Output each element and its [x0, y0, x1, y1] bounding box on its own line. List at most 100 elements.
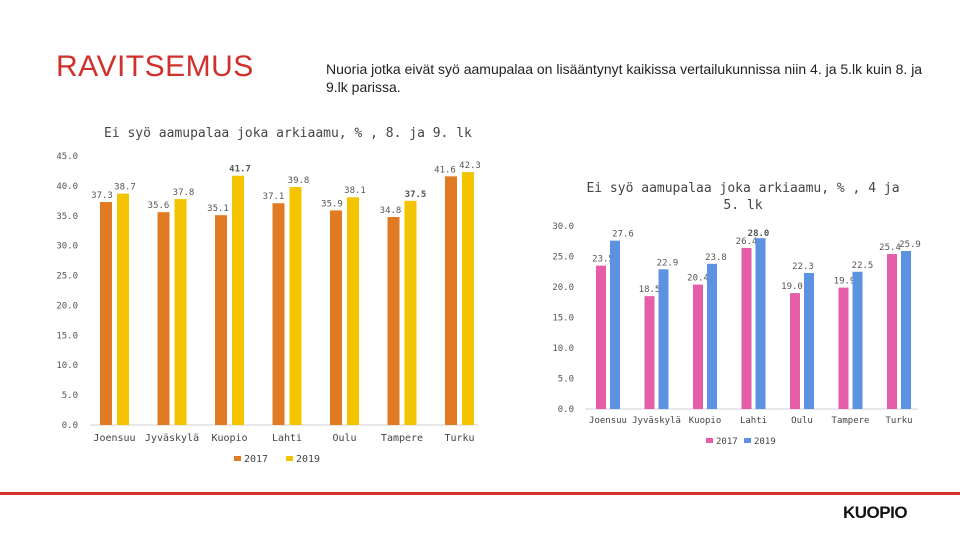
- chart1-data-label: 38.1: [344, 186, 366, 196]
- chart1-category-label: Oulu: [332, 433, 356, 444]
- chart2-bar-2017: [596, 265, 606, 409]
- chart2-data-label: 20.4: [687, 274, 709, 284]
- chart2-ytick-label: 20.0: [552, 283, 574, 293]
- chart2-bar-2017: [644, 296, 655, 409]
- chart2-bar-2017: [887, 254, 897, 409]
- chart1-ytick-label: 5.0: [62, 391, 78, 401]
- chart1-data-label: 37.8: [173, 188, 195, 198]
- chart2-category-label: Joensuu: [589, 416, 627, 426]
- chart1-data-label: 38.7: [114, 183, 136, 193]
- chart2-ytick-label: 25.0: [552, 253, 574, 263]
- chart2-bar-2019: [610, 240, 620, 409]
- chart2-bar-2017: [741, 247, 752, 409]
- chart2-legend-swatch-2019: [744, 438, 751, 443]
- chart1-data-label: 34.8: [380, 206, 402, 216]
- chart2-bar-2019: [707, 263, 717, 409]
- chart1-category-label: Tampere: [381, 433, 423, 444]
- page-subtitle: Nuoria jotka eivät syö aamupalaa on lisä…: [326, 61, 923, 95]
- page-title: RAVITSEMUS: [56, 50, 254, 83]
- chart2-bar-2017: [693, 284, 703, 409]
- chart1-bar-2017: [215, 215, 227, 425]
- chart1-category-label: Lahti: [272, 433, 302, 444]
- chart2-data-label: 25.4: [879, 243, 901, 253]
- chart1-ytick-label: 15.0: [56, 331, 78, 341]
- chart1-legend-swatch-2017: [234, 456, 241, 461]
- chart1-data-label: 41.7: [229, 165, 251, 175]
- chart1-ytick-label: 25.0: [56, 272, 78, 282]
- chart2-data-label: 26.4: [736, 237, 758, 247]
- chart2-data-label: 28.0: [748, 229, 770, 239]
- kuopio-logo: KUOPIO: [843, 503, 908, 522]
- chart2-category-label: Turku: [885, 416, 912, 426]
- chart2-data-label: 27.6: [612, 230, 634, 240]
- chart1-bar-2019: [404, 200, 417, 425]
- chart1-bar-2019: [347, 197, 359, 425]
- chart2-bar-2019: [755, 238, 766, 409]
- chart2-category-label: Oulu: [791, 416, 813, 426]
- chart2-legend-swatch-2017: [706, 438, 713, 443]
- chart1-category-label: Joensuu: [93, 433, 135, 444]
- chart1-bar-2019: [462, 172, 474, 425]
- chart2-bar-2017: [838, 287, 849, 409]
- chart2-legend-label: 2017: [716, 437, 738, 447]
- chart1-data-label: 37.1: [263, 192, 285, 202]
- chart1-data-label: 35.6: [148, 201, 170, 211]
- chart2-data-label: 23.8: [705, 253, 727, 263]
- chart2-ytick-label: 5.0: [558, 375, 574, 385]
- chart2-data-label: 18.5: [639, 285, 661, 295]
- chart1-category-label: Turku: [444, 433, 474, 444]
- footer-divider: [0, 492, 960, 495]
- chart2-ytick-label: 0.0: [558, 405, 574, 415]
- chart1-data-label: 42.3: [459, 161, 481, 171]
- chart1-bar-2017: [272, 203, 285, 425]
- chart1-bar-2017: [387, 216, 400, 425]
- chart2-category-label: Tampere: [832, 416, 870, 426]
- chart1-category-label: Kuopio: [211, 433, 247, 444]
- chart1-bar-2017: [157, 212, 170, 425]
- chart1-data-label: 39.8: [288, 176, 310, 186]
- chart1-legend-label: 2019: [296, 454, 320, 465]
- chart1-data-label: 37.5: [405, 190, 427, 200]
- chart1-bar-2017: [445, 176, 457, 425]
- chart1-bar-2019: [117, 193, 129, 425]
- chart1-data-label: 35.1: [207, 204, 229, 214]
- chart2-title: Ei syö aamupalaa joka arkiaamu, % , 4 ja…: [586, 181, 900, 213]
- chart1-ytick-label: 10.0: [56, 361, 78, 371]
- chart2-data-label: 25.9: [899, 240, 921, 250]
- chart1-bar-2019: [289, 187, 302, 425]
- chart1-data-label: 41.6: [434, 165, 456, 175]
- chart2-bar-2019: [804, 272, 814, 409]
- chart2-legend-label: 2019: [754, 437, 776, 447]
- chart2-bar-2019: [658, 269, 669, 409]
- chart2-category-label: Kuopio: [689, 416, 722, 426]
- chart2-ytick-label: 15.0: [552, 314, 574, 324]
- chart2-bar-2017: [790, 293, 800, 409]
- chart1-category-label: Jyväskylä: [145, 433, 199, 444]
- chart1-bar-2019: [174, 199, 187, 425]
- chart1-data-label: 35.9: [321, 199, 343, 209]
- chart1-data-label: 37.3: [91, 191, 113, 201]
- chart1-legend-swatch-2019: [286, 456, 293, 461]
- chart2-data-label: 19.9: [834, 277, 856, 287]
- chart1-bar-2017: [330, 210, 342, 425]
- chart2-bar-2019: [901, 251, 911, 409]
- chart1-ytick-label: 20.0: [56, 301, 78, 311]
- chart2-ytick-label: 10.0: [552, 344, 574, 354]
- chart2-data-label: 22.9: [657, 258, 679, 268]
- chart1-ytick-label: 0.0: [62, 421, 78, 431]
- chart1-ytick-label: 30.0: [56, 242, 78, 252]
- chart2-data-label: 23.5: [592, 255, 614, 265]
- chart2-bar-2019: [852, 271, 863, 409]
- chart2-data-label: 22.5: [852, 261, 874, 271]
- chart2-category-label: Lahti: [740, 416, 767, 426]
- chart1-ytick-label: 45.0: [56, 152, 78, 162]
- chart2-data-label: 19.0: [781, 282, 803, 292]
- chart1-title: Ei syö aamupalaa joka arkiaamu, % , 8. j…: [104, 126, 472, 141]
- chart1-ytick-label: 35.0: [56, 212, 78, 222]
- chart1-bar-2017: [100, 202, 112, 425]
- chart2-category-label: Jyväskylä: [632, 416, 681, 426]
- chart1-ytick-label: 40.0: [56, 182, 78, 192]
- chart2-ytick-label: 30.0: [552, 222, 574, 232]
- chart1-legend-label: 2017: [244, 454, 268, 465]
